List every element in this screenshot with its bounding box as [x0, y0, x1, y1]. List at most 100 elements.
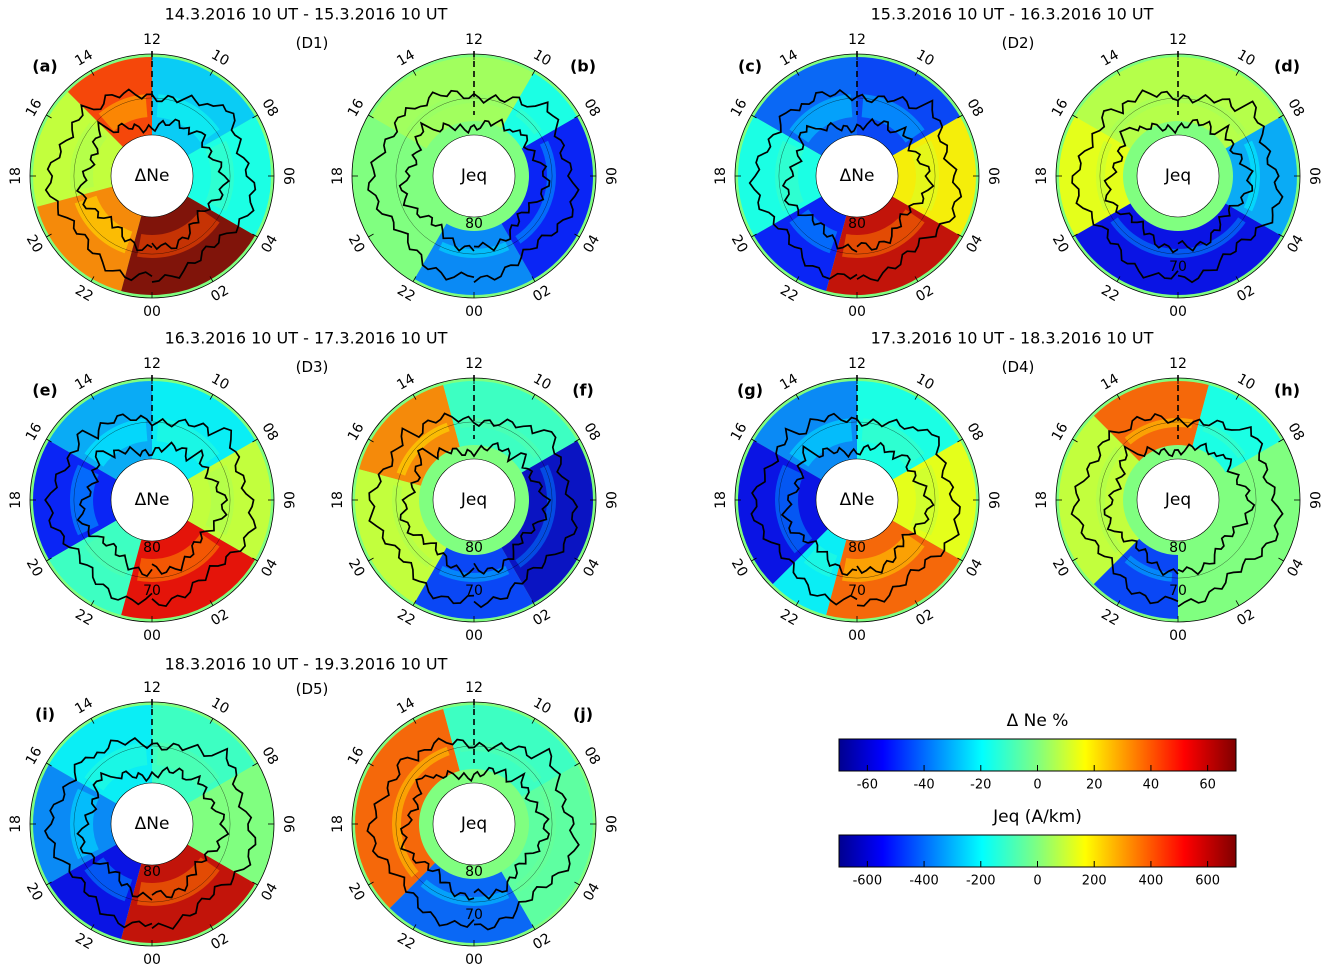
hour-label: 02 [208, 606, 231, 629]
hour-label: 12 [848, 32, 866, 48]
hour-label: 08 [580, 420, 603, 443]
lat-label-80: 80 [143, 540, 161, 556]
lat-circle-70 [73, 97, 231, 255]
sector-cell-inner [861, 94, 925, 143]
hour-tick [252, 881, 258, 886]
hour-tick [751, 114, 757, 119]
hour-tick [1278, 233, 1284, 238]
center-label: Jeq [460, 814, 487, 834]
lat-circle-70 [778, 97, 936, 255]
hour-label: 02 [208, 930, 231, 953]
day-d4: 17.3.2016 10 UT - 18.3.2016 10 UT(D4)121… [713, 329, 1322, 645]
sector-cell-inner [1096, 446, 1123, 554]
hour-label: 22 [394, 606, 417, 629]
hour-label: 08 [580, 744, 603, 767]
hour-label: 06 [1306, 167, 1322, 185]
sector-cell-inner [438, 565, 510, 582]
colorbar-tick-label: 600 [1195, 874, 1220, 889]
sector-cell-inner [69, 788, 99, 860]
panel-letter: (f) [572, 381, 594, 400]
hour-tick [252, 233, 258, 238]
hour-tick [368, 557, 374, 562]
sector-cell-inner [515, 464, 556, 568]
hour-tick [574, 438, 580, 443]
inner-hole [110, 782, 194, 866]
hour-tick [209, 924, 214, 930]
panel-letter: (j) [573, 705, 593, 724]
lat-circle-70 [1099, 421, 1257, 579]
colorbar-tick-label: -20 [970, 778, 991, 793]
hour-label: 10 [913, 371, 936, 394]
colorbar-tick-label: 200 [1082, 874, 1107, 889]
hour-label: 12 [1169, 32, 1187, 48]
hour-tick [209, 276, 214, 282]
sector-cell [1093, 381, 1209, 462]
oval-contour [400, 766, 550, 901]
hour-label: 08 [1284, 420, 1307, 443]
hour-label: 16 [728, 420, 751, 444]
hour-label: 00 [143, 304, 161, 320]
hour-tick [914, 276, 919, 282]
hour-label: 22 [1098, 606, 1121, 629]
hour-label: 12 [465, 680, 483, 696]
colorbar-tick-label: 40 [1143, 778, 1160, 793]
sector-cell-inner [789, 94, 853, 143]
hour-label: 18 [8, 815, 24, 833]
day-d1: 14.3.2016 10 UT - 15.3.2016 10 UT(D1)121… [8, 5, 618, 321]
hour-label: 18 [8, 491, 24, 509]
hour-tick [957, 233, 963, 238]
hour-tick [1072, 438, 1078, 443]
day-title: 15.3.2016 10 UT - 16.3.2016 10 UT [871, 5, 1154, 24]
hour-tick [531, 718, 536, 724]
hour-label: 02 [1234, 606, 1257, 629]
hour-label: 06 [280, 491, 296, 509]
hour-tick [368, 114, 374, 119]
hour-tick [46, 233, 52, 238]
polar-panel-dne: 12 10 08 06 04 02 00 22 20 18 16 14 ΔNe 80 (c) [713, 32, 1001, 320]
hour-label: 18 [1034, 491, 1050, 509]
hour-label: 08 [1284, 96, 1307, 119]
hour-label: 02 [913, 606, 936, 629]
hour-label: 12 [465, 356, 483, 372]
hour-label: 08 [258, 96, 281, 119]
center-label: Jeq [1164, 166, 1191, 186]
sector-cell-inner [515, 788, 556, 892]
hour-label: 22 [72, 282, 95, 305]
polar-panel-dne: 12 10 08 06 04 02 00 22 20 18 16 14 ΔNe (a) [8, 32, 296, 320]
colorbar-tick-label: -600 [853, 874, 883, 889]
hour-label: 06 [602, 815, 618, 833]
sector-cell-inner [156, 418, 220, 467]
hour-label: 08 [963, 96, 986, 119]
hour-label: 06 [280, 167, 296, 185]
lat-label-70: 70 [848, 583, 866, 599]
hour-tick [574, 557, 580, 562]
center-label: Jeq [460, 490, 487, 510]
hour-tick [209, 600, 214, 606]
sector-cell-inner [775, 464, 813, 554]
hour-label: 00 [465, 628, 483, 644]
sector-cell [152, 57, 256, 156]
hour-label: 18 [8, 167, 24, 185]
hour-label: 16 [1049, 420, 1072, 444]
hour-label: 04 [258, 880, 281, 904]
hour-label: 14 [1098, 47, 1122, 70]
hour-label: 12 [143, 356, 161, 372]
hour-tick [914, 394, 919, 400]
polar-panel-jeq: 12 10 08 06 04 02 00 22 20 18 16 14 Jeq 80 (b) [330, 32, 618, 320]
oval-contour [1103, 442, 1256, 577]
hour-label: 14 [394, 47, 418, 70]
hour-label: 02 [530, 930, 553, 953]
sector-cell [48, 520, 142, 615]
day-title: 18.3.2016 10 UT - 19.3.2016 10 UT [165, 655, 448, 674]
colorbar-tick-label: 20 [1086, 778, 1103, 793]
hour-tick [209, 394, 214, 400]
hour-tick [531, 394, 536, 400]
hour-label: 18 [713, 167, 729, 185]
hour-label: 06 [985, 167, 1001, 185]
hour-label: 10 [208, 371, 231, 394]
hour-label: 04 [1284, 556, 1307, 580]
hour-label: 20 [345, 232, 368, 255]
colorbar-tick-label: 0 [1033, 778, 1041, 793]
colorbar-tick-label: 0 [1033, 874, 1041, 889]
day-tag: (D5) [296, 680, 329, 698]
